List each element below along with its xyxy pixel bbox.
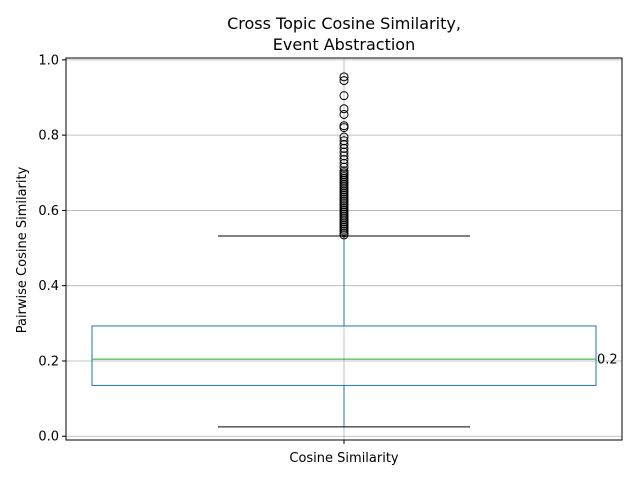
- y-axis-ticks: 0.0 0.2 0.4 0.6 0.8 1.0: [38, 53, 66, 445]
- outlier-point: [339, 132, 349, 142]
- y-tick-label: 0.4: [38, 279, 59, 294]
- outlier-point: [339, 104, 349, 114]
- x-tick-label: Cosine Similarity: [289, 451, 399, 466]
- outlier-point: [339, 136, 349, 146]
- y-axis-label: Pairwise Cosine Similarity: [15, 166, 30, 333]
- outlier-point: [339, 121, 349, 131]
- y-tick-label: 0.2: [38, 354, 59, 369]
- y-tick-label: 0.8: [38, 129, 59, 144]
- y-tick-label: 1.0: [38, 53, 59, 68]
- outlier-point: [339, 76, 349, 86]
- median-label: 0.2: [597, 353, 618, 368]
- outlier-point: [339, 72, 349, 82]
- x-axis-ticks: Cosine Similarity: [289, 440, 399, 466]
- iqr-box: [91, 325, 597, 386]
- chart-title-line-1: Cross Topic Cosine Similarity,: [227, 14, 461, 33]
- outlier-point: [339, 109, 349, 119]
- y-tick-label: 0.0: [38, 430, 59, 445]
- chart-title-line-2: Event Abstraction: [273, 35, 415, 54]
- y-tick-label: 0.6: [38, 204, 59, 219]
- outlier-points: [339, 72, 349, 240]
- box-plot: [91, 235, 597, 428]
- outlier-point: [339, 91, 349, 101]
